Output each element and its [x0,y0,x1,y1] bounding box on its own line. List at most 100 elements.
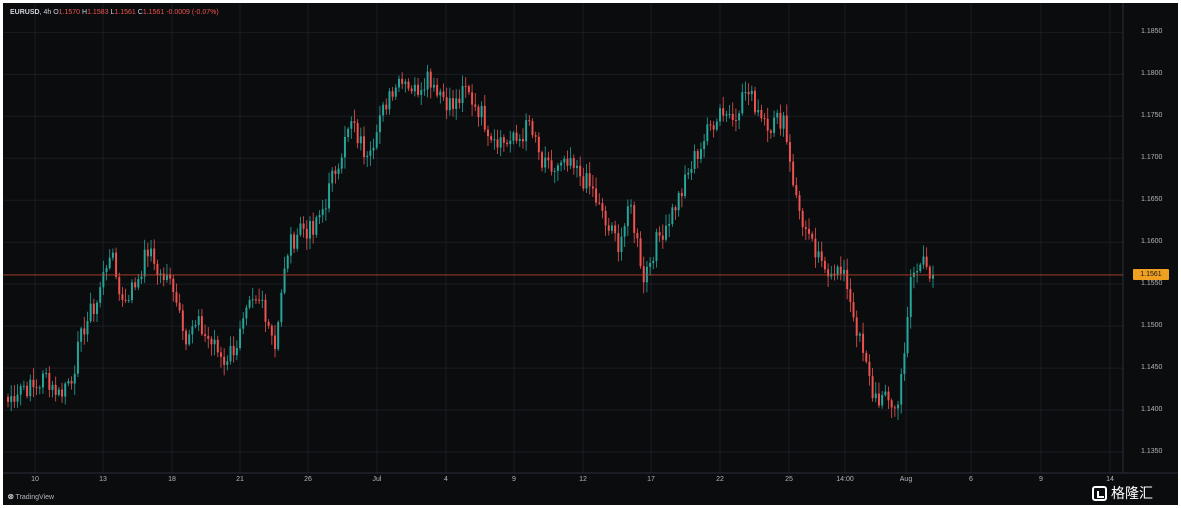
candle-body [232,346,235,356]
candle-body [270,325,273,336]
candle [572,154,575,175]
candle [846,258,849,300]
candle [630,199,633,214]
legend-symbol[interactable]: EURUSD [10,9,40,16]
candle-body [188,334,191,345]
candle-body [181,310,184,331]
candle [877,382,880,408]
candle-body [823,260,826,270]
candle-body [242,318,245,329]
candle-body [61,389,64,397]
candle [480,101,483,126]
candle [754,86,756,116]
candle-body [509,140,512,145]
candlestick-chart[interactable] [3,3,1178,505]
candle-body [134,282,137,288]
candle-body [296,234,299,249]
candle [363,126,365,165]
candle [429,68,432,99]
candle [200,308,203,336]
candle-body [671,207,674,224]
candle [286,253,289,273]
candle [57,386,60,397]
time-axis-tick-label: 10 [31,476,39,483]
candle [185,328,187,351]
candle-body [550,160,553,172]
candle-body [852,302,855,318]
candle-body [572,158,575,168]
candle [254,295,257,304]
price-axis-tick-label: 1.1650 [1141,196,1163,204]
candle-body [153,248,156,264]
candle-body [601,203,604,211]
candle-body [633,205,636,233]
candle-body [321,209,324,216]
candle [130,279,133,304]
candle [452,89,455,117]
candle [868,354,871,386]
candle-body [223,356,226,365]
candle [744,81,747,101]
legend-high-label: H [82,9,88,16]
candle-body [143,249,146,277]
price-scale-panel[interactable] [1123,3,1178,473]
candle [782,111,785,137]
candle-body [102,272,105,288]
candle-body [347,128,350,137]
candle-body [804,227,807,229]
candle [620,227,623,261]
candle [19,383,22,406]
candle-body [92,303,95,315]
candle-body [334,170,337,174]
candle-body [893,407,896,409]
candle [814,227,817,268]
candle-body [534,135,537,137]
candle-body [359,136,362,144]
candle-body [607,225,610,231]
candle [547,151,550,169]
candle [884,384,887,397]
candle [903,342,906,382]
candle-body [445,97,448,111]
candle-body [229,346,232,362]
candle [534,131,537,143]
candle-body [308,221,311,239]
candle-body [684,174,687,197]
candle-body [448,98,451,111]
candle [738,110,741,130]
candle [115,247,118,280]
tradingview-branding[interactable]: ⭙ TradingView [8,494,54,502]
candle-body [172,278,175,293]
candle [150,240,153,262]
candle-body [483,105,486,130]
candle-body [576,165,578,168]
candle [461,75,464,113]
candle-body [779,112,782,129]
candle-body [566,158,569,166]
candle-body [623,226,626,237]
candle [293,231,296,253]
candle [728,105,731,119]
candle-body [216,339,219,353]
legend-interval[interactable]: 4h [43,9,52,16]
candle [213,329,216,356]
time-axis-tick-label: 22 [716,476,724,483]
current-price-tag: 1.1561 [1133,269,1169,281]
candle-body [442,91,445,98]
candle [382,101,385,122]
candle-body [696,151,699,159]
candle [264,294,267,332]
candle-body [207,335,210,339]
candle-body [299,223,302,235]
candle-body [868,361,871,377]
candle [712,121,715,138]
candle [906,306,909,358]
candle [369,141,372,166]
candle-body [19,386,22,395]
candle-body [871,376,874,399]
candle [7,393,9,408]
price-axis-tick-label: 1.1450 [1141,364,1163,372]
candle [849,278,852,312]
candle-body [636,232,639,239]
candle-body [712,125,715,130]
